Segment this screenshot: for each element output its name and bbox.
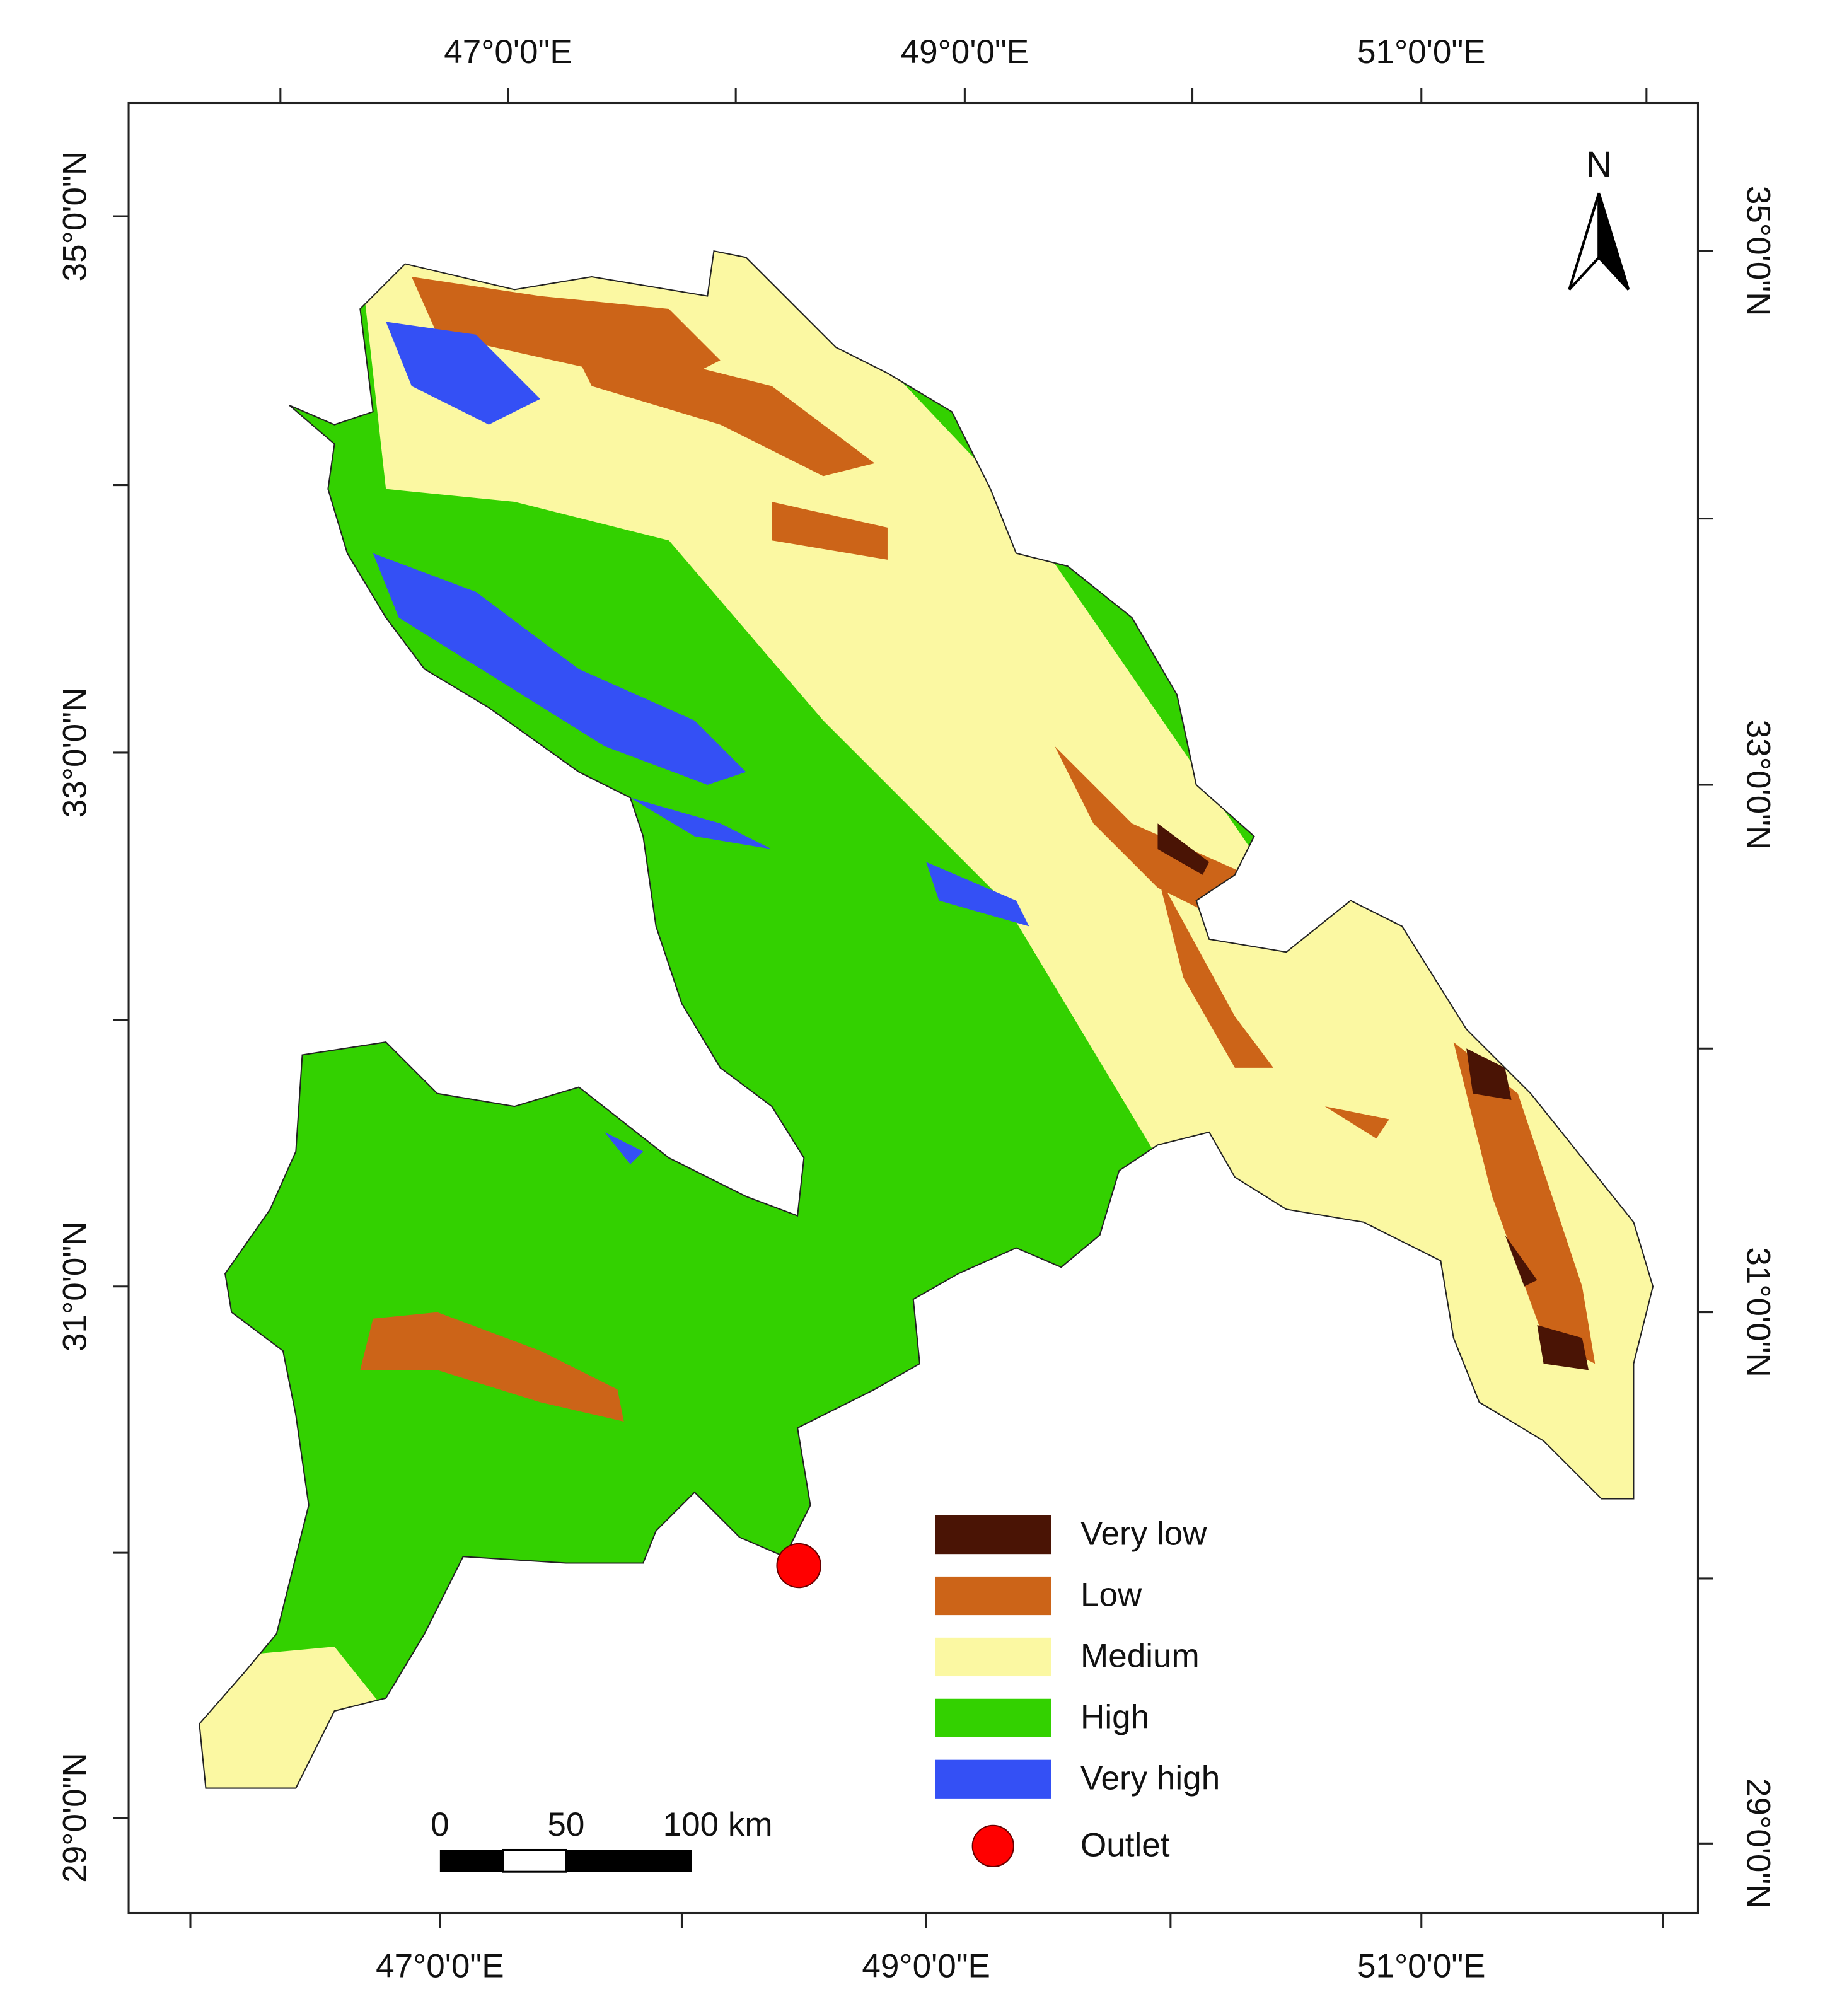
scale-segment: [439, 1850, 503, 1872]
legend-swatch: [935, 1576, 1051, 1616]
legend-swatch: [935, 1637, 1051, 1677]
bottom-axis-label: 49°0'0"E: [862, 1947, 990, 1984]
graticule-labels: 47°0'0"E 49°0'0"E 51°0'0"E 47°0'0"E 49°0'0"E…: [56, 33, 1776, 1984]
zone-very-high: [373, 322, 1029, 1164]
right-axis-label: 35°0'0"N: [1739, 186, 1776, 316]
scale-label: 50: [547, 1806, 584, 1843]
left-axis-label: 31°0'0"N: [56, 1222, 93, 1352]
right-axis-label: 33°0'0"N: [1739, 720, 1776, 850]
legend-label: Very high: [1080, 1759, 1220, 1797]
legend-label: Low: [1080, 1577, 1142, 1614]
right-axis-label: 29°0'0"N: [1739, 1778, 1776, 1908]
legend: Very low Low Medium High Very high Outlet: [935, 1515, 1220, 1868]
scale-labels: 0 50 100 km: [431, 1806, 772, 1843]
legend-label: High: [1080, 1698, 1149, 1735]
top-axis-label: 47°0'0"E: [444, 33, 572, 71]
left-axis-label: 33°0'0"N: [56, 688, 93, 818]
zone-very-low: [1157, 823, 1589, 1370]
legend-swatch: [935, 1759, 1051, 1799]
scale-label: 100 km: [663, 1806, 773, 1843]
top-axis-label: 51°0'0"E: [1357, 33, 1486, 71]
legend-outlet-symbol: [971, 1824, 1014, 1868]
left-axis-label: 35°0'0"N: [56, 151, 93, 282]
legend-label: Medium: [1080, 1637, 1200, 1674]
north-label: N: [1586, 145, 1612, 185]
scale-segment: [565, 1850, 692, 1872]
legend-label: Very low: [1080, 1515, 1207, 1553]
scale-label: 0: [431, 1806, 449, 1843]
left-axis-label: 29°0'0"N: [56, 1752, 93, 1882]
outlet-point: [776, 1543, 821, 1589]
legend-swatch: [935, 1515, 1051, 1555]
graticule-ticks: [113, 88, 1713, 1928]
legend-label: Outlet: [1080, 1826, 1170, 1863]
top-axis-label: 49°0'0"E: [901, 33, 1029, 71]
bottom-axis-label: 51°0'0"E: [1357, 1947, 1486, 1984]
right-axis-label: 31°0'0"N: [1739, 1247, 1776, 1377]
scale-bar: [439, 1848, 692, 1873]
north-arrow-right: [1597, 192, 1630, 291]
bottom-axis-label: 47°0'0"E: [376, 1947, 504, 1984]
legend-swatch: [935, 1698, 1051, 1737]
scale-segment: [502, 1848, 567, 1873]
